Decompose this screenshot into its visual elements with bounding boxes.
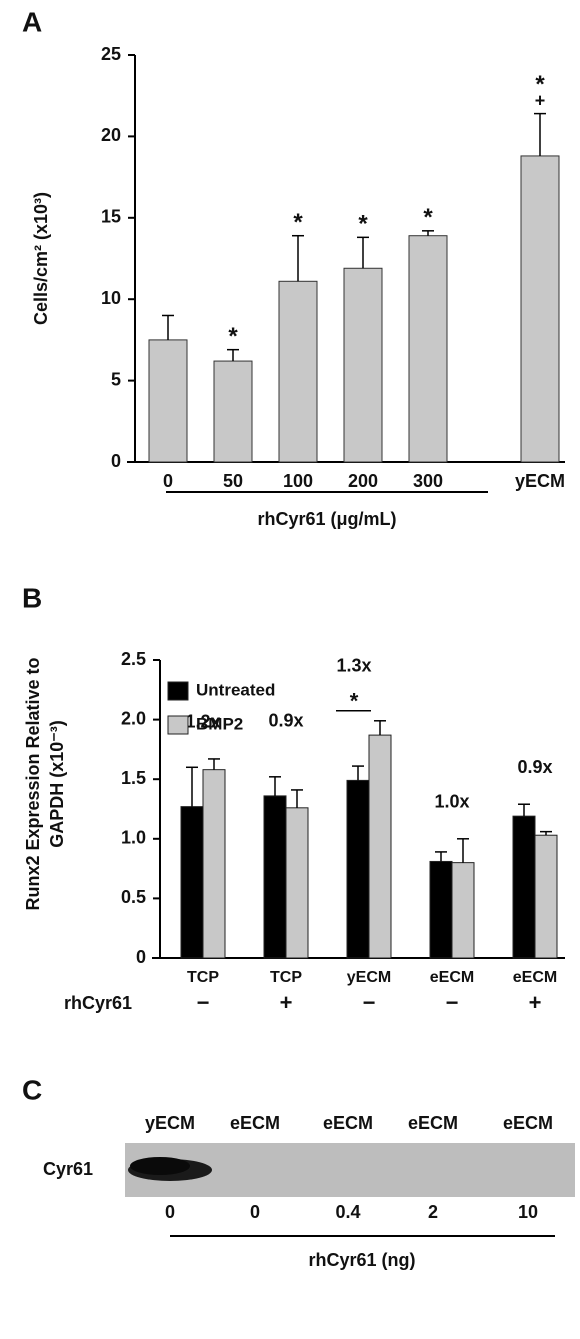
x-tick-label: 100 — [283, 471, 313, 491]
page: {"chart_data": [ {"type": "bar", "panel"… — [0, 0, 580, 1334]
bar — [369, 735, 391, 958]
y-axis-label: GAPDH (x10⁻³) — [47, 720, 67, 848]
error-bar — [291, 790, 303, 808]
significance-star: * — [350, 689, 359, 714]
amount-value: 2 — [428, 1202, 438, 1222]
error-bar — [352, 766, 364, 780]
significance-star: * — [535, 71, 545, 98]
amount-label: rhCyr61 (ng) — [308, 1250, 415, 1270]
error-bar — [534, 114, 546, 156]
error-bar — [269, 777, 281, 796]
legend-label: Untreated — [196, 680, 275, 699]
lane-label: eECM — [408, 1113, 458, 1133]
treatment-sign: − — [446, 990, 459, 1015]
y-tick-label: 1.0 — [121, 828, 146, 848]
error-bar — [422, 231, 434, 236]
x-tick-label: 0 — [163, 471, 173, 491]
x-axis-label: rhCyr61 (μg/mL) — [257, 509, 396, 529]
y-tick-label: 20 — [101, 125, 121, 145]
figure: A B C Cyr61 rhCyr61 (ng) 0510152025Cells… — [0, 0, 580, 1334]
error-bar — [435, 852, 447, 862]
treatment-sign: + — [280, 990, 293, 1015]
amount-value: 0.4 — [335, 1202, 360, 1222]
error-bar — [208, 759, 220, 770]
bar — [535, 835, 557, 958]
bar — [452, 863, 474, 958]
x-tick-label: yECM — [347, 969, 391, 986]
error-bar — [162, 315, 174, 339]
significance-star: * — [293, 209, 303, 236]
amount-value: 10 — [518, 1202, 538, 1222]
error-bar — [227, 350, 239, 361]
y-tick-label: 10 — [101, 288, 121, 308]
x-tick-label: eECM — [513, 969, 557, 986]
legend-label: BMP2 — [196, 714, 243, 733]
blot-band — [130, 1157, 190, 1175]
lane-label: eECM — [230, 1113, 280, 1133]
fold-label: 0.9x — [268, 711, 303, 731]
bar — [344, 268, 382, 462]
amount-value: 0 — [250, 1202, 260, 1222]
fold-label: 1.3x — [336, 656, 371, 676]
bar — [409, 236, 447, 462]
lane-label: yECM — [145, 1113, 195, 1133]
bar — [149, 340, 187, 462]
lane-label: eECM — [503, 1113, 553, 1133]
y-tick-label: 0 — [136, 947, 146, 967]
bar — [279, 281, 317, 462]
error-bar — [457, 839, 469, 863]
y-tick-label: 5 — [111, 369, 121, 389]
error-bar — [518, 804, 530, 816]
bar — [513, 816, 535, 958]
bar — [203, 770, 225, 958]
treatment-label: rhCyr61 — [64, 993, 132, 1013]
treatment-sign: − — [197, 990, 210, 1015]
panel-label: B — [22, 582, 42, 613]
error-bar — [540, 832, 552, 836]
panel-label: A — [22, 6, 42, 37]
protein-label: Cyr61 — [43, 1159, 93, 1179]
significance-star: * — [228, 323, 238, 350]
y-tick-label: 15 — [101, 207, 121, 227]
amount-value: 0 — [165, 1202, 175, 1222]
x-tick-label: TCP — [187, 969, 219, 986]
legend-swatch — [168, 716, 188, 734]
bar — [521, 156, 559, 462]
error-bar — [357, 237, 369, 268]
y-tick-label: 1.5 — [121, 768, 146, 788]
treatment-sign: − — [363, 990, 376, 1015]
y-tick-label: 25 — [101, 44, 121, 64]
y-axis-label: Runx2 Expression Relative to — [23, 657, 43, 910]
y-tick-label: 2.5 — [121, 649, 146, 669]
x-tick-label: 300 — [413, 471, 443, 491]
lane-label: eECM — [323, 1113, 373, 1133]
y-tick-label: 0.5 — [121, 887, 146, 907]
significance-star: * — [423, 204, 433, 231]
y-tick-label: 0 — [111, 451, 121, 471]
bar — [347, 780, 369, 958]
bar — [214, 361, 252, 462]
fold-label: 1.0x — [434, 792, 469, 812]
error-bar — [186, 767, 198, 806]
error-bar — [292, 236, 304, 282]
bar — [430, 861, 452, 958]
legend-swatch — [168, 682, 188, 700]
y-tick-label: 2.0 — [121, 708, 146, 728]
bar — [181, 807, 203, 958]
x-tick-label: TCP — [270, 969, 302, 986]
fold-label: 0.9x — [517, 757, 552, 777]
bar — [264, 796, 286, 958]
bar — [286, 808, 308, 958]
x-tick-label: 200 — [348, 471, 378, 491]
panel-label: C — [22, 1074, 42, 1105]
error-bar — [374, 721, 386, 735]
x-tick-label: eECM — [430, 969, 474, 986]
x-tick-label: yECM — [515, 471, 565, 491]
significance-star: * — [358, 211, 368, 238]
treatment-sign: + — [529, 990, 542, 1015]
x-tick-label: 50 — [223, 471, 243, 491]
y-axis-label: Cells/cm² (x10³) — [31, 192, 51, 325]
